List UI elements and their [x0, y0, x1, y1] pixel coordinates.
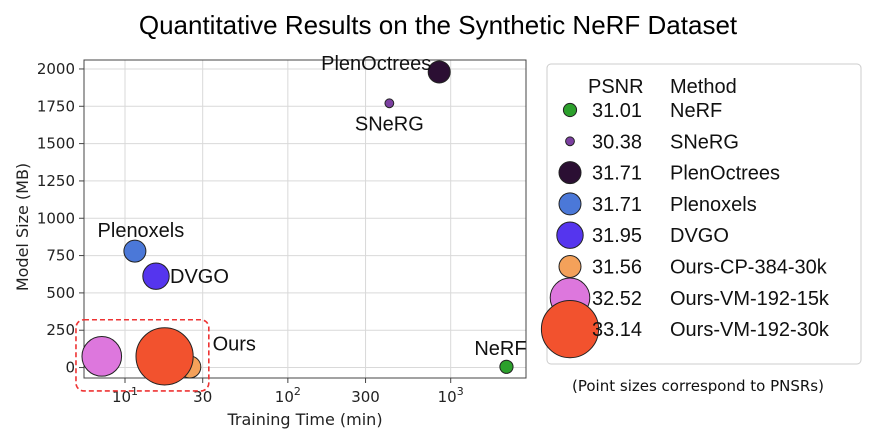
point-plenoxels — [123, 239, 147, 263]
legend-marker — [565, 136, 575, 147]
point-dvgo — [142, 262, 170, 290]
point-ours-vm-192-15k — [81, 336, 123, 377]
legend-method: SNeRG — [670, 131, 739, 153]
legend-marker — [556, 221, 584, 249]
x-tick-exponent: 1 — [131, 385, 138, 398]
legend-psnr: 31.56 — [592, 257, 642, 279]
legend-psnr: 31.71 — [592, 163, 642, 185]
x-tick-exponent: 2 — [294, 385, 301, 398]
legend-psnr-header: PSNR — [588, 76, 644, 98]
legend-marker — [562, 102, 578, 118]
legend-method: Ours-CP-384-30k — [670, 257, 828, 279]
legend-marker — [558, 255, 582, 278]
legend-entries: 31.01 NeRF 30.38 SNeRG 31.71 PlenOctrees 31.71… — [540, 100, 830, 359]
point-snerg — [384, 98, 395, 109]
y-axis-label: Model Size (MB) — [13, 163, 32, 291]
annotation-ours: Ours — [213, 333, 256, 355]
legend-psnr: 31.01 — [592, 100, 642, 122]
legend-method: Ours-VM-192-30k — [670, 319, 830, 341]
annotation-plenoctrees: PlenOctrees — [321, 53, 431, 75]
legend — [546, 63, 862, 365]
legend-marker — [558, 161, 582, 185]
legend-psnr: 32.52 — [592, 288, 642, 310]
legend-method: Plenoxels — [670, 194, 757, 216]
legend-method: Ours-VM-192-15k — [670, 288, 830, 310]
legend-method: PlenOctrees — [670, 163, 780, 185]
x-axis-label: Training Time (min) — [226, 410, 382, 429]
y-tick-label: 0 — [65, 359, 75, 377]
y-tick-label: 1250 — [37, 172, 75, 190]
y-tick-label: 1750 — [37, 97, 75, 115]
y-tick-label: 250 — [46, 321, 75, 339]
x-tick-base: 10 — [438, 388, 457, 406]
legend-marker — [558, 192, 582, 216]
legend-method-header: Method — [670, 76, 737, 98]
annotation-dvgo: DVGO — [170, 266, 229, 288]
x-tick-label: 30 — [193, 388, 212, 406]
x-tick-base: 10 — [112, 388, 131, 406]
point-annotations: PlenOctrees SNeRG Plenoxels DVGO NeRF Ours — [98, 53, 527, 360]
x-tick-exponent: 3 — [457, 385, 464, 398]
point-ours-vm-192-30k — [135, 327, 194, 386]
y-tick-label: 1500 — [37, 135, 75, 153]
x-tick-label: 102 — [275, 385, 301, 406]
chart-title: Quantitative Results on the Synthetic Ne… — [139, 10, 738, 40]
y-tick-label: 750 — [46, 247, 75, 265]
point-size-note: (Point sizes correspond to PNSRs) — [572, 377, 824, 395]
y-tick-label: 1000 — [37, 209, 75, 227]
y-tick-label: 500 — [46, 284, 75, 302]
legend-method: NeRF — [670, 100, 722, 122]
legend-psnr: 33.14 — [592, 319, 642, 341]
point-plenoctrees — [427, 60, 451, 84]
x-tick-base: 10 — [275, 388, 294, 406]
ours-highlight-box — [75, 318, 210, 392]
data-points — [81, 60, 514, 386]
legend-psnr: 31.71 — [592, 194, 642, 216]
annotation-snerg: SNeRG — [355, 113, 424, 135]
legend-psnr: 31.95 — [592, 225, 642, 247]
annotation-plenoxels: Plenoxels — [98, 220, 185, 242]
x-tick-label: 101 — [112, 385, 138, 406]
plot-frame — [83, 59, 527, 379]
legend-psnr: 30.38 — [592, 131, 642, 153]
x-tick-label: 103 — [438, 385, 464, 406]
point-nerf — [499, 359, 514, 374]
legend-method: DVGO — [670, 225, 729, 247]
y-tick-label: 2000 — [37, 60, 75, 78]
x-tick-label: 300 — [351, 388, 380, 406]
grid — [84, 60, 526, 378]
annotation-nerf: NeRF — [474, 338, 526, 360]
legend-marker — [540, 300, 600, 359]
